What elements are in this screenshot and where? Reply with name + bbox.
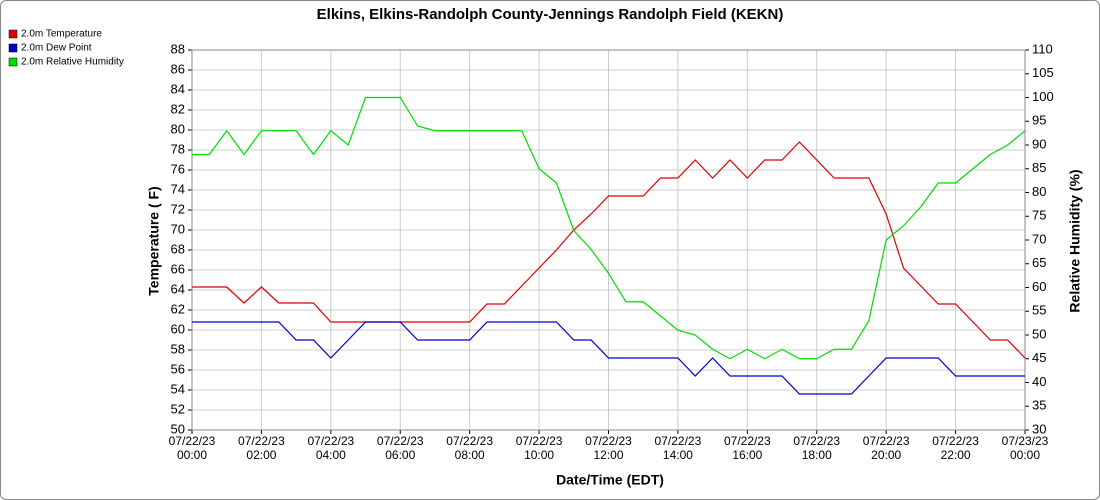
legend-swatch [8,29,18,39]
y-tick-label: 60 [171,321,185,336]
y2-tick-label: 90 [1032,136,1046,151]
plot-frame [191,49,1026,431]
legend-label: 2.0m Temperature [21,29,102,40]
y2-tick-label: 35 [1032,398,1046,413]
x-tick-label: 07/22/23 04:00 [307,434,355,462]
y2-axis-label: Relative Humidity (%) [1067,169,1083,312]
x-tick-label: 07/22/23 18:00 [793,434,841,462]
legend-label: 2.0m Relative Humidity [21,57,124,68]
y-tick-label: 80 [171,121,185,136]
y-tick-label: 70 [171,221,185,236]
y-tick-label: 84 [171,81,185,96]
x-tick-label: 07/22/23 16:00 [723,434,771,462]
y-tick-label: 72 [171,201,185,216]
x-tick-label: 07/22/23 02:00 [238,434,285,462]
x-axis-label: Date/Time (EDT) [556,472,664,488]
y2-tick-label: 105 [1032,65,1054,80]
y-tick-label: 56 [171,361,185,376]
legend-swatch [8,57,18,67]
x-tick-label: 07/22/23 22:00 [932,434,979,462]
y-tick-label: 54 [171,381,185,396]
y2-tick-label: 55 [1032,303,1046,318]
x-tick-label: 07/22/23 08:00 [446,434,494,462]
series-line [192,141,1026,359]
x-tick-label: 07/22/23 10:00 [515,434,563,462]
y-tick-label: 50 [171,421,185,436]
y-tick-label: 82 [171,101,185,116]
y2-tick-label: 45 [1032,350,1046,365]
y-tick-label: 74 [171,181,185,196]
legend-label: 2.0m Dew Point [21,43,92,54]
x-tick-label: 07/22/23 20:00 [862,434,910,462]
y2-tick-label: 110 [1032,41,1053,56]
y-tick-label: 58 [171,341,185,356]
y2-tick-label: 100 [1032,89,1054,104]
y-tick-label: 86 [171,61,185,76]
x-tick-label: 07/22/23 06:00 [376,434,424,462]
y2-tick-label: 70 [1032,231,1046,246]
chart-title: Elkins, Elkins-Randolph County-Jennings … [317,6,784,23]
legend-swatch [8,43,18,53]
y2-tick-label: 30 [1032,421,1046,436]
y2-tick-label: 50 [1032,326,1046,341]
y2-tick-label: 40 [1032,374,1046,389]
y-tick-label: 64 [171,281,185,296]
y-tick-label: 52 [171,401,185,416]
series-line [192,96,1026,360]
y2-tick-label: 95 [1032,113,1046,128]
y-axis-label: Temperature ( F) [146,186,162,295]
y2-tick-label: 75 [1032,208,1046,223]
y2-tick-label: 80 [1032,184,1046,199]
x-tick-label: 07/22/23 14:00 [654,434,702,462]
x-tick-label: 07/22/23 00:00 [168,434,216,462]
y2-tick-label: 65 [1032,255,1046,270]
y2-tick-label: 85 [1032,160,1046,175]
y-tick-label: 66 [171,261,185,276]
y-tick-label: 88 [171,41,185,56]
series-line [192,321,1025,395]
y-tick-label: 76 [171,161,185,176]
x-tick-label: 07/23/23 00:00 [1001,434,1049,462]
y-tick-label: 78 [171,141,185,156]
y-tick-label: 68 [171,241,185,256]
y-tick-label: 62 [171,301,185,316]
y2-tick-label: 60 [1032,279,1046,294]
x-tick-label: 07/22/23 12:00 [585,434,632,462]
